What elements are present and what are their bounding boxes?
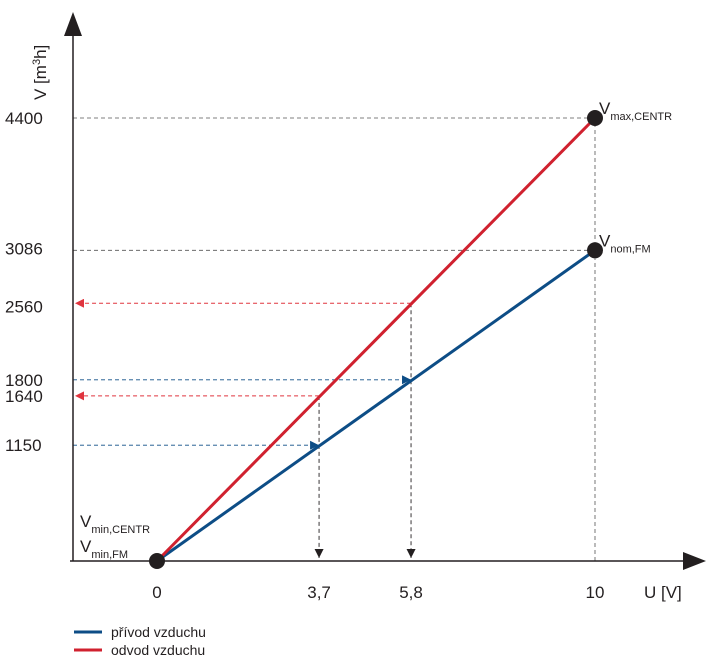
point-label-main: V: [599, 99, 611, 118]
series-lines: [155, 116, 597, 563]
data-points: [149, 110, 603, 569]
y-axis-title-prefix: V [m: [31, 65, 50, 100]
y-tick-label: 1150: [5, 436, 42, 455]
y-axis-arrowhead: [64, 12, 82, 36]
point-label-sub: min,CENTR: [91, 524, 150, 536]
data-point: [587, 110, 603, 126]
point-label-main: V: [599, 231, 611, 250]
legend-item: přívod vzduchu: [74, 624, 206, 640]
point-label-sub: nom,FM: [610, 243, 650, 255]
y-tick-label: 3086: [5, 239, 43, 258]
point-label: Vnom,FM: [599, 231, 651, 255]
point-label-sub: max,CENTR: [610, 111, 672, 123]
legend: přívod vzduchu odvod vzduchu: [74, 624, 206, 657]
x-tick-label: 0: [152, 583, 161, 602]
y-tick-label: 4400: [5, 109, 43, 128]
x-tick-label: 5,8: [399, 583, 423, 602]
point-label-main: V: [80, 512, 92, 531]
x-tick-label: 10: [586, 583, 605, 602]
y-tick-label: 2560: [5, 297, 43, 316]
data-point: [587, 242, 603, 259]
reference-lines: [73, 117, 596, 561]
legend-label-exhaust: odvod vzduchu: [111, 642, 205, 657]
data-point: [149, 553, 165, 569]
y-axis-title-suffix: h]: [31, 45, 50, 59]
legend-label-supply: přívod vzduchu: [111, 624, 206, 640]
arrow-guides: [73, 298, 416, 558]
y-tick-label: 1640: [5, 387, 43, 406]
point-label: Vmax,CENTR: [599, 99, 672, 123]
axes: [64, 12, 706, 570]
point-label: Vmin,FM: [80, 537, 128, 561]
point-label-sub: min,FM: [91, 549, 128, 561]
legend-item: odvod vzduchu: [74, 642, 205, 657]
y-tick-label: 1800: [5, 371, 43, 390]
point-label: Vmin,CENTR: [80, 512, 150, 536]
series-line-exhaust: [155, 116, 597, 563]
y-axis-title-sup: 3: [31, 59, 43, 65]
point-label-main: V: [80, 537, 92, 556]
x-axis-arrowhead: [683, 552, 706, 570]
x-tick-label: 3,7: [307, 583, 331, 602]
y-axis-title: V [m3h]: [31, 45, 50, 100]
x-axis-title: U [V]: [644, 583, 682, 602]
series-line-supply: [156, 249, 596, 563]
